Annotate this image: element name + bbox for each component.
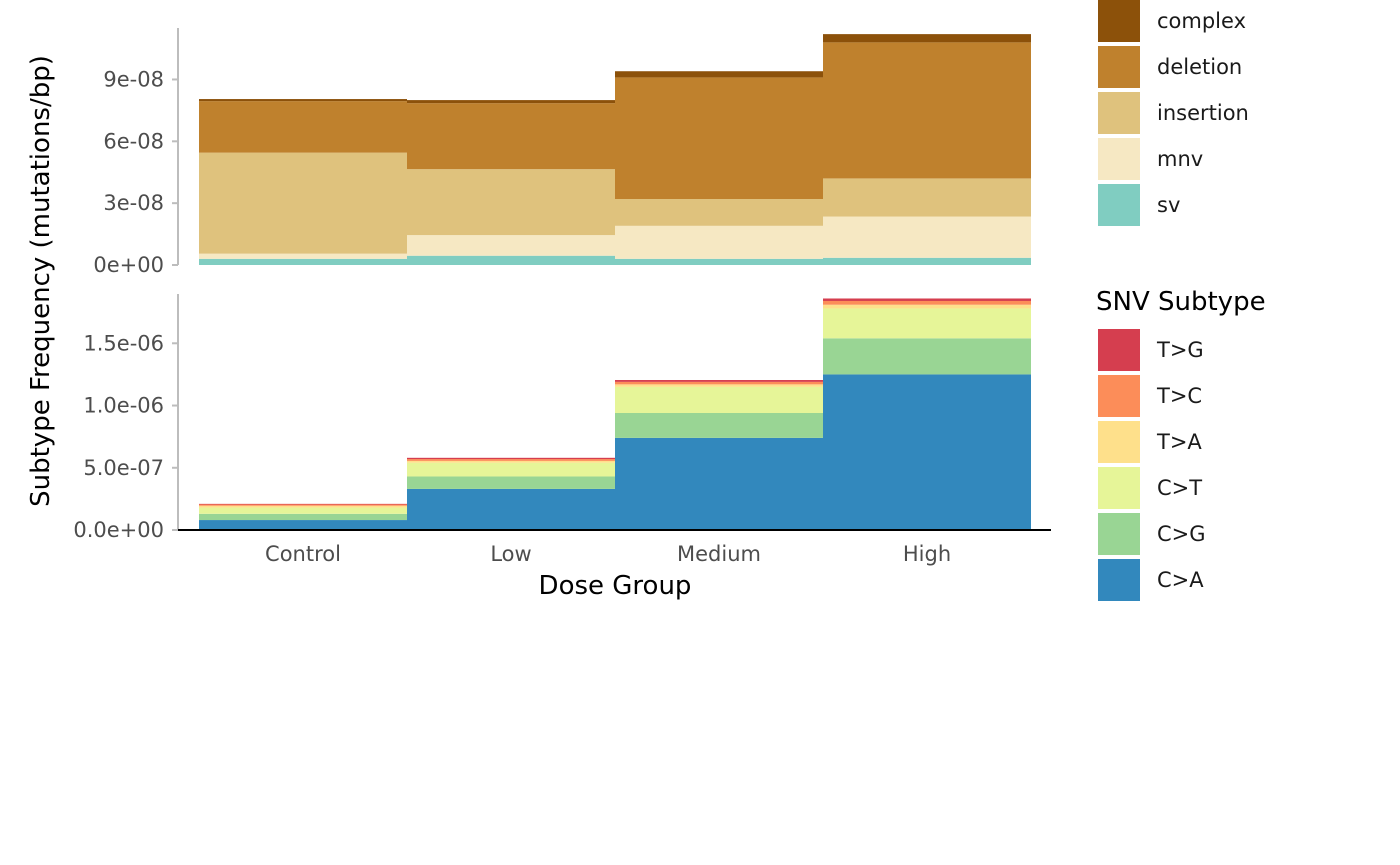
legend-title: SNV Subtype <box>1096 287 1266 317</box>
bar-low-TtoC <box>407 459 615 461</box>
legend-indel: complex deletion insertion mnv sv <box>1098 0 1249 226</box>
legend-swatch <box>1098 46 1140 88</box>
x-tick-label: Control <box>265 542 341 566</box>
bar-medium-mnv <box>615 225 823 259</box>
bar-low-CtoA <box>407 488 615 530</box>
bar-control-TtoA <box>199 505 407 508</box>
legend-label: T>A <box>1156 430 1202 454</box>
x-tick-label: Low <box>490 542 531 566</box>
bar-control-mnv <box>199 253 407 259</box>
y-tick-label: 5.0e-07 <box>83 456 164 480</box>
bar-high-TtoC <box>823 300 1031 305</box>
plot-panels: 0e+00 3e-08 6e-08 9e-08 0.0e+00 5.0e-07 1.0e-0… <box>73 28 1051 542</box>
y-tick-label: 3e-08 <box>103 191 164 215</box>
bar-medium-TtoA <box>615 384 823 387</box>
snv-panel: 0.0e+00 5.0e-07 1.0e-06 1.5e-06 <box>73 294 1031 542</box>
legend-label: mnv <box>1157 147 1203 171</box>
bar-high-CtoT <box>823 308 1031 339</box>
legend-label: sv <box>1157 193 1180 217</box>
bar-medium-CtoA <box>615 437 823 530</box>
legend-snv: SNV Subtype T>G T>C T>A C>T C>G C>A <box>1096 287 1266 601</box>
bar-high-TtoA <box>823 304 1031 309</box>
bar-low-mnv <box>407 235 615 256</box>
legend-swatch <box>1098 421 1140 463</box>
y-tick-label: 9e-08 <box>103 67 164 91</box>
bar-low-deletion <box>407 103 615 170</box>
legend-label: insertion <box>1157 101 1249 125</box>
x-axis-title: Dose Group <box>539 571 692 601</box>
legend-swatch <box>1098 375 1140 417</box>
bar-high-deletion <box>823 42 1031 179</box>
bar-low-CtoG <box>407 476 615 489</box>
bar-control-complex <box>199 99 407 102</box>
bar-control-CtoA <box>199 520 407 530</box>
bar-low-TtoG <box>407 457 615 460</box>
bar-control-sv <box>199 258 407 265</box>
x-tick-label: Medium <box>677 542 761 566</box>
legend-swatch <box>1098 92 1140 134</box>
legend-swatch <box>1098 0 1140 42</box>
y-tick-label: 6e-08 <box>103 129 164 153</box>
bar-high-sv <box>823 257 1031 265</box>
legend-label: complex <box>1157 9 1246 33</box>
legend-label: C>T <box>1157 476 1202 500</box>
bar-medium-CtoT <box>615 386 823 413</box>
y-tick-label: 0.0e+00 <box>73 518 164 542</box>
bar-high-CtoG <box>823 338 1031 375</box>
bar-control-CtoG <box>199 513 407 521</box>
bar-low-sv <box>407 255 615 265</box>
legend-label: T>C <box>1156 384 1202 408</box>
bar-medium-complex <box>615 71 823 78</box>
bar-high-insertion <box>823 178 1031 217</box>
bar-high-TtoG <box>823 298 1031 301</box>
bar-medium-deletion <box>615 77 823 200</box>
bar-control-deletion <box>199 101 407 153</box>
legend-swatch <box>1098 329 1140 371</box>
y-tick-label: 1.5e-06 <box>83 331 164 355</box>
bar-low-TtoA <box>407 460 615 463</box>
bar-medium-TtoC <box>615 381 823 385</box>
bar-medium-TtoG <box>615 380 823 382</box>
y-tick-label: 0e+00 <box>93 253 164 277</box>
bar-control-insertion <box>199 152 407 254</box>
y-tick-label: 1.0e-06 <box>83 394 164 418</box>
bar-control-CtoT <box>199 507 407 514</box>
bar-control-TtoG <box>199 503 407 505</box>
legend-label: T>G <box>1156 338 1204 362</box>
bar-high-CtoA <box>823 374 1031 530</box>
x-tick-label: High <box>903 542 951 566</box>
legend-swatch <box>1098 513 1140 555</box>
bar-high-complex <box>823 34 1031 43</box>
bar-medium-insertion <box>615 199 823 226</box>
bar-medium-sv <box>615 258 823 265</box>
bar-low-CtoT <box>407 462 615 477</box>
legend-label: deletion <box>1157 55 1242 79</box>
indel-panel: 0e+00 3e-08 6e-08 9e-08 <box>93 28 1031 277</box>
y-axis-title: Subtype Frequency (mutations/bp) <box>26 55 56 507</box>
legend-swatch <box>1098 467 1140 509</box>
legend-label: C>G <box>1157 522 1206 546</box>
legend-swatch <box>1098 559 1140 601</box>
legend-swatch <box>1098 138 1140 180</box>
legend-swatch <box>1098 184 1140 226</box>
legend-label: C>A <box>1157 568 1204 592</box>
x-tick-labels: Control Low Medium High <box>265 542 951 566</box>
bar-control-TtoC <box>199 504 407 506</box>
bar-medium-CtoG <box>615 413 823 438</box>
bar-low-insertion <box>407 169 615 236</box>
bar-high-mnv <box>823 216 1031 258</box>
legends: complex deletion insertion mnv sv SNV Subtype… <box>1096 0 1266 601</box>
bar-low-complex <box>407 100 615 104</box>
